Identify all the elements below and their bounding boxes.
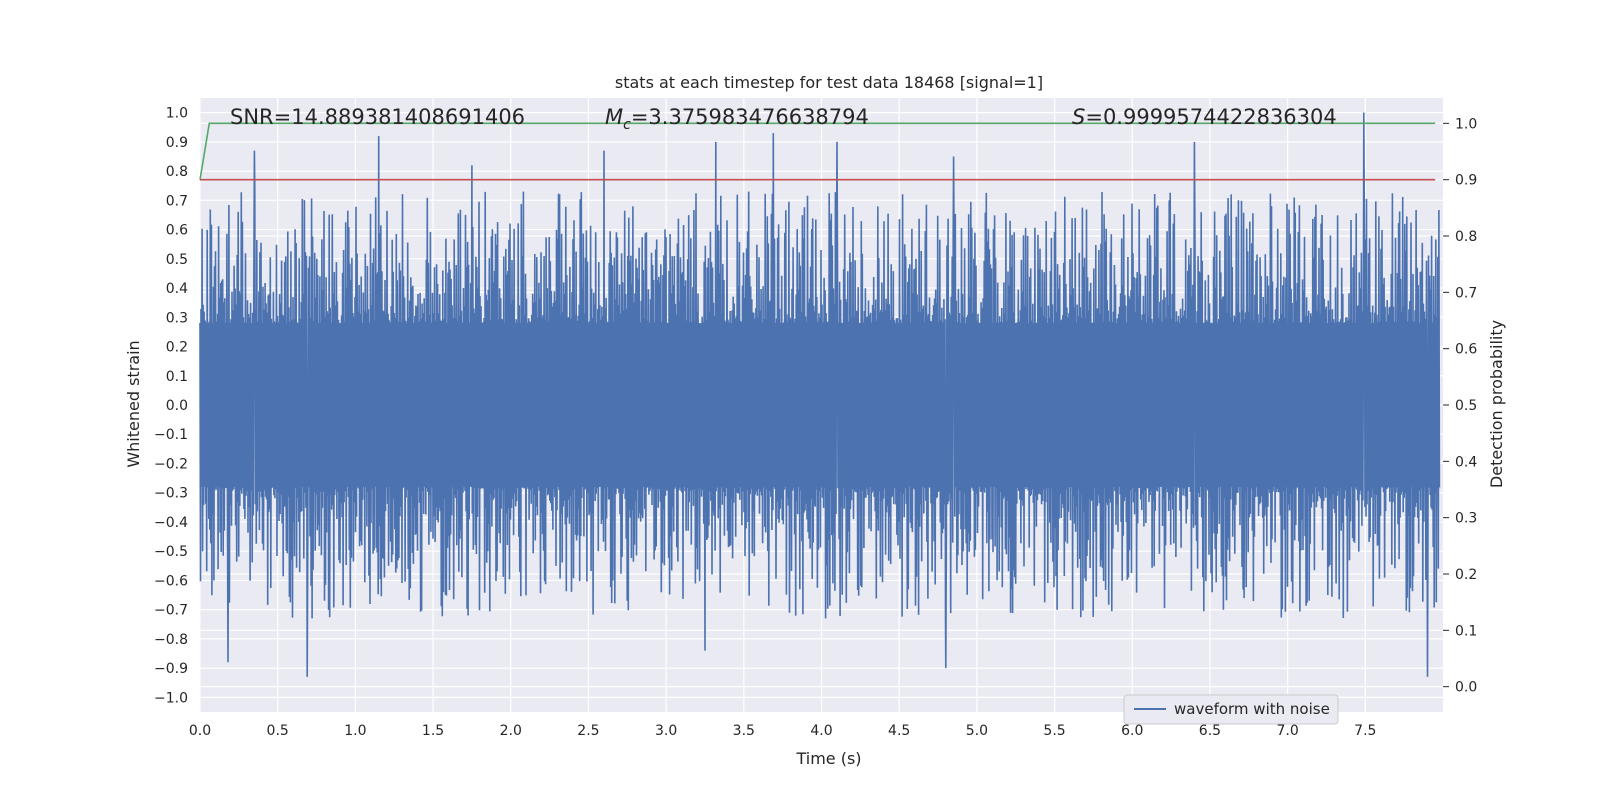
y2-tick-label: 0.0 (1455, 680, 1477, 696)
x-tick-label: 7.5 (1354, 723, 1376, 739)
y2-tick-label: 0.4 (1455, 454, 1477, 470)
y-tick-label: 0.6 (166, 223, 188, 239)
legend-label-waveform: waveform with noise (1174, 700, 1330, 718)
x-tick-label: 5.0 (966, 723, 988, 739)
annotation-snr: SNR=14.889381408691406 (230, 105, 525, 129)
waveform-line (199, 112, 1441, 677)
y-tick-label: 0.0 (166, 398, 188, 414)
x-tick-label: 7.0 (1276, 723, 1298, 739)
series-waveform-with-noise (199, 112, 1441, 677)
mc-value: =3.375983476638794 (631, 105, 869, 129)
y2-tick-label: 0.6 (1455, 342, 1477, 358)
y-tick-label: −0.7 (154, 603, 188, 619)
y-tick-label: −0.9 (154, 661, 188, 677)
s-value: =0.9999574422836304 (1085, 105, 1336, 129)
x-tick-label: 2.0 (500, 723, 522, 739)
y-tick-label: 0.5 (166, 252, 188, 268)
y-tick-label: 1.0 (166, 106, 188, 122)
y-tick-label: −0.1 (154, 427, 188, 443)
y-axis-label: Whitened strain (124, 340, 143, 467)
y2-tick-label: 0.7 (1455, 285, 1477, 301)
probability-series (199, 122, 1436, 181)
y2-axis-label: Detection probability (1487, 320, 1506, 488)
legend: waveform with noise (1123, 694, 1339, 725)
x-tick-label: 4.0 (810, 723, 832, 739)
y2-tick-label: 1.0 (1455, 116, 1477, 132)
y2-tick-label: 0.1 (1455, 623, 1477, 639)
x-tick-label: 1.0 (344, 723, 366, 739)
x-tick-label: 2.5 (577, 723, 599, 739)
y-axis-ticks: 1.0 0.9 0.8 0.7 0.6 0.5 0.4 0.3 0.2 0.1 0.0 −0.1 −0.… (154, 106, 188, 707)
chart-title: stats at each timestep for test data 184… (615, 73, 1043, 92)
y2-axis-ticks: 1.0 0.9 0.8 0.7 0.6 0.5 0.4 0.3 0.2 0.1 0.0 (1443, 116, 1477, 696)
x-tick-label: 6.0 (1121, 723, 1143, 739)
x-tick-label: 6.5 (1199, 723, 1221, 739)
y-tick-label: −0.4 (154, 515, 188, 531)
y2-tick-label: 0.8 (1455, 229, 1477, 245)
mc-subscript: c (623, 117, 631, 133)
y-tick-label: −0.5 (154, 544, 188, 560)
y-tick-label: 0.2 (166, 340, 188, 356)
mc-symbol: M (605, 105, 623, 129)
y-tick-label: 0.8 (166, 164, 188, 180)
y-tick-label: 0.7 (166, 193, 188, 209)
y2-tick-label: 0.5 (1455, 398, 1477, 414)
annotation-chirp-mass: Mc=3.375983476638794 (605, 105, 869, 133)
y2-tick-label: 0.3 (1455, 511, 1477, 527)
x-tick-label: 0.0 (189, 723, 211, 739)
x-tick-label: 5.5 (1043, 723, 1065, 739)
y-tick-label: −0.8 (154, 632, 188, 648)
x-tick-label: 0.5 (267, 723, 289, 739)
y-tick-label: 0.3 (166, 310, 188, 326)
detection-probability-line (199, 122, 1436, 180)
y-tick-label: −1.0 (154, 690, 188, 706)
y-tick-label: −0.2 (154, 456, 188, 472)
y2-tick-label: 0.2 (1455, 567, 1477, 583)
y-tick-label: 0.9 (166, 135, 188, 151)
x-axis-label: Time (s) (795, 749, 861, 768)
legend-box (1123, 694, 1339, 725)
x-tick-label: 4.5 (888, 723, 910, 739)
annotation-score: S=0.9999574422836304 (1072, 105, 1337, 129)
y-tick-label: 0.1 (166, 369, 188, 385)
x-tick-label: 3.5 (733, 723, 755, 739)
x-tick-label: 1.5 (422, 723, 444, 739)
x-axis-ticks: 0.0 0.5 1.0 1.5 2.0 2.5 3.0 3.5 4.0 4.5 5.0 5.5 6.0 6… (189, 723, 1377, 739)
y-tick-label: 0.4 (166, 281, 188, 297)
y-tick-label: −0.3 (154, 486, 188, 502)
y-tick-label: −0.6 (154, 573, 188, 589)
x-tick-label: 3.0 (655, 723, 677, 739)
s-symbol: S (1072, 105, 1085, 129)
y2-tick-label: 0.9 (1455, 173, 1477, 189)
